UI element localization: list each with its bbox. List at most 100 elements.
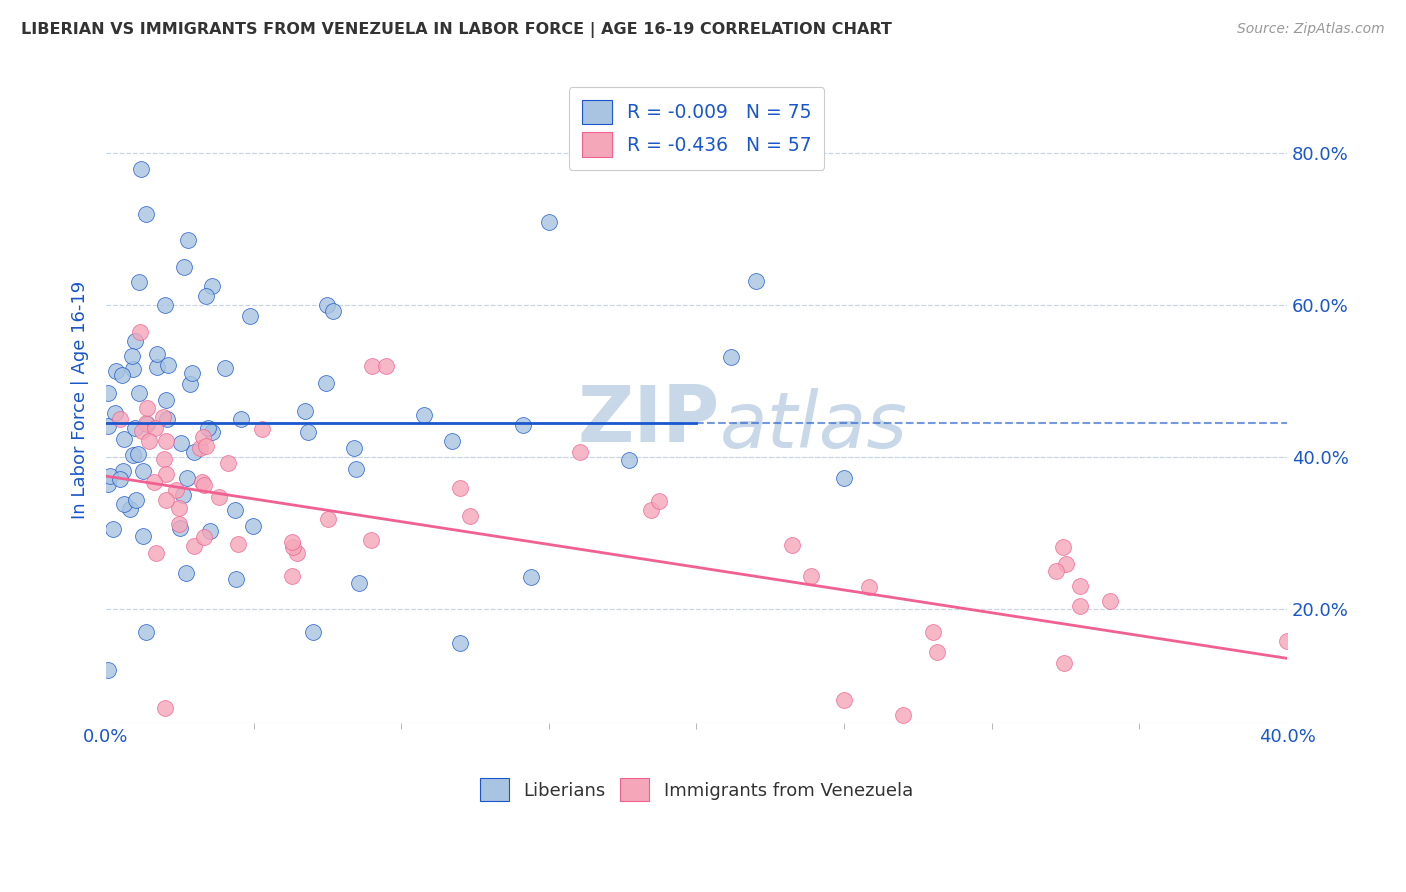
Point (97, 477, 120, 491)
Point (519, 570, 541, 584)
Point (281, 535, 304, 549)
Point (118, 502, 141, 516)
Point (242, 519, 264, 533)
Point (360, 359, 382, 373)
Point (135, 624, 157, 639)
Point (124, 420, 146, 434)
Point (172, 488, 194, 502)
Point (131, 424, 153, 438)
Point (183, 539, 205, 553)
Point (143, 475, 166, 489)
Point (512, 418, 534, 433)
Point (832, 471, 855, 485)
Point (617, 453, 640, 467)
Point (921, 624, 943, 639)
Point (104, 364, 127, 378)
Point (169, 521, 191, 535)
Point (1054, 558, 1077, 572)
Point (568, 444, 591, 458)
Point (194, 439, 217, 453)
Point (143, 421, 166, 435)
Point (1098, 594, 1121, 608)
Point (294, 403, 316, 417)
Point (1069, 599, 1091, 614)
Point (193, 530, 215, 544)
Point (179, 376, 201, 391)
Point (927, 644, 949, 658)
Point (360, 533, 382, 548)
Point (124, 334, 146, 348)
Point (138, 434, 160, 449)
Point (1275, 633, 1298, 648)
Point (132, 464, 155, 478)
Point (165, 483, 187, 497)
Point (224, 503, 246, 517)
Point (285, 545, 308, 559)
Point (97, 663, 120, 677)
Point (201, 425, 224, 439)
Point (322, 304, 344, 318)
Point (315, 298, 337, 312)
Point (156, 412, 179, 426)
Point (640, 503, 662, 517)
Point (103, 406, 125, 420)
Point (250, 422, 273, 436)
Point (342, 441, 364, 455)
Point (110, 472, 132, 486)
Point (127, 446, 149, 460)
Point (195, 289, 218, 303)
Point (177, 233, 200, 247)
Point (135, 207, 157, 221)
Point (537, 214, 560, 228)
Legend: Liberians, Immigrants from Venezuela: Liberians, Immigrants from Venezuela (470, 767, 924, 813)
Point (155, 467, 177, 481)
Point (153, 700, 176, 714)
Point (183, 445, 205, 459)
Point (208, 490, 231, 504)
Point (239, 309, 262, 323)
Point (173, 260, 195, 275)
Point (155, 434, 177, 448)
Point (145, 347, 167, 361)
Point (190, 475, 212, 489)
Point (128, 385, 150, 400)
Point (375, 359, 398, 373)
Point (1052, 656, 1074, 670)
Point (124, 493, 146, 508)
Point (1045, 564, 1067, 578)
Point (198, 524, 221, 538)
Point (136, 417, 159, 431)
Point (226, 537, 249, 551)
Y-axis label: In Labor Force | Age 16-19: In Labor Force | Age 16-19 (72, 281, 89, 519)
Point (316, 512, 339, 526)
Point (169, 500, 191, 515)
Point (112, 464, 135, 478)
Point (648, 494, 671, 508)
Point (152, 409, 174, 424)
Point (297, 425, 319, 439)
Point (301, 624, 323, 639)
Point (315, 376, 337, 391)
Point (193, 478, 215, 492)
Point (201, 278, 224, 293)
Point (197, 420, 219, 434)
Point (135, 401, 157, 416)
Point (101, 523, 124, 537)
Point (145, 546, 167, 560)
Point (155, 392, 177, 407)
Text: LIBERIAN VS IMMIGRANTS FROM VENEZUELA IN LABOR FORCE | AGE 16-19 CORRELATION CHA: LIBERIAN VS IMMIGRANTS FROM VENEZUELA IN… (21, 22, 891, 38)
Point (157, 359, 180, 373)
Point (188, 441, 211, 455)
Point (97, 385, 120, 400)
Point (176, 470, 198, 484)
Point (112, 432, 135, 446)
Point (744, 274, 766, 288)
Point (449, 636, 471, 650)
Point (891, 708, 914, 723)
Point (800, 569, 823, 583)
Point (832, 693, 855, 707)
Point (217, 456, 239, 470)
Point (97, 418, 120, 433)
Point (121, 448, 143, 462)
Point (225, 572, 247, 586)
